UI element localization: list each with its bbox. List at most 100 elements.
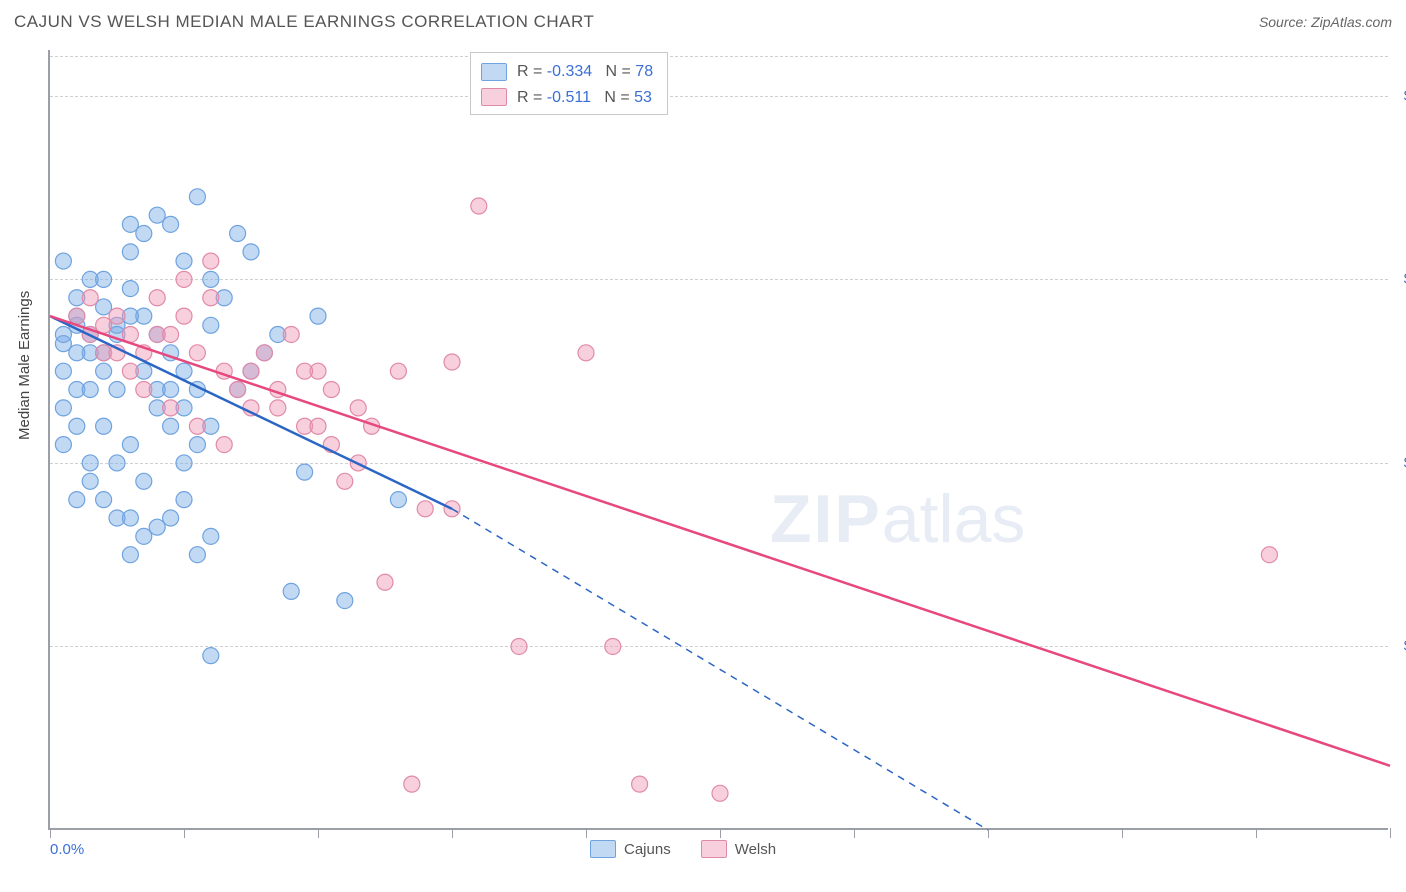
data-point — [176, 271, 192, 287]
data-point — [122, 547, 138, 563]
data-point — [163, 382, 179, 398]
data-point — [189, 345, 205, 361]
stats-text: R = -0.511 N = 53 — [517, 85, 652, 111]
data-point — [69, 308, 85, 324]
data-point — [632, 776, 648, 792]
data-point — [96, 418, 112, 434]
data-point — [390, 492, 406, 508]
x-tick — [452, 828, 453, 838]
x-tick — [184, 828, 185, 838]
data-point — [136, 528, 152, 544]
stats-legend-box: R = -0.334 N = 78R = -0.511 N = 53 — [470, 52, 668, 115]
data-point — [82, 290, 98, 306]
data-point — [122, 216, 138, 232]
data-point — [189, 437, 205, 453]
data-point — [203, 648, 219, 664]
bottom-legend: Cajuns Welsh — [590, 840, 776, 858]
data-point — [109, 455, 125, 471]
data-point — [69, 418, 85, 434]
data-point — [230, 226, 246, 242]
data-point — [176, 492, 192, 508]
data-point — [471, 198, 487, 214]
data-point — [578, 345, 594, 361]
data-point — [256, 345, 272, 361]
data-point — [96, 363, 112, 379]
trend-line-extrapolated — [452, 509, 988, 830]
data-point — [216, 437, 232, 453]
legend-swatch — [701, 840, 727, 858]
data-point — [55, 363, 71, 379]
x-tick — [854, 828, 855, 838]
data-point — [69, 345, 85, 361]
data-point — [122, 510, 138, 526]
plot-frame: ZIPatlas $20,000$40,000$60,000$80,000 0.… — [48, 50, 1388, 830]
data-point — [96, 492, 112, 508]
x-tick — [1256, 828, 1257, 838]
data-point — [243, 363, 259, 379]
data-point — [82, 382, 98, 398]
x-tick — [318, 828, 319, 838]
data-point — [230, 382, 246, 398]
data-point — [55, 437, 71, 453]
x-tick — [720, 828, 721, 838]
data-point — [96, 271, 112, 287]
data-point — [136, 473, 152, 489]
data-point — [55, 326, 71, 342]
data-point — [417, 501, 433, 517]
chart-title: CAJUN VS WELSH MEDIAN MALE EARNINGS CORR… — [14, 12, 594, 32]
x-tick — [586, 828, 587, 838]
data-point — [310, 418, 326, 434]
data-point — [176, 455, 192, 471]
data-point — [122, 437, 138, 453]
data-point — [163, 510, 179, 526]
data-point — [283, 326, 299, 342]
x-tick — [1390, 828, 1391, 838]
x-axis-min-label: 0.0% — [50, 841, 84, 858]
data-point — [444, 354, 460, 370]
scatter-plot — [50, 50, 1388, 828]
data-point — [270, 400, 286, 416]
data-point — [243, 244, 259, 260]
header: CAJUN VS WELSH MEDIAN MALE EARNINGS CORR… — [0, 0, 1406, 44]
data-point — [337, 473, 353, 489]
data-point — [337, 593, 353, 609]
legend-label: Welsh — [735, 841, 776, 858]
data-point — [69, 492, 85, 508]
y-axis-title: Median Male Earnings — [16, 291, 33, 440]
data-point — [203, 271, 219, 287]
data-point — [203, 528, 219, 544]
trend-line — [50, 316, 1390, 766]
data-point — [122, 244, 138, 260]
data-point — [189, 547, 205, 563]
data-point — [122, 281, 138, 297]
data-point — [163, 400, 179, 416]
legend-label: Cajuns — [624, 841, 671, 858]
data-point — [176, 308, 192, 324]
data-point — [163, 216, 179, 232]
data-point — [203, 317, 219, 333]
data-point — [310, 308, 326, 324]
stats-row: R = -0.511 N = 53 — [481, 85, 653, 111]
data-point — [297, 363, 313, 379]
data-point — [163, 326, 179, 342]
data-point — [82, 455, 98, 471]
x-tick — [1122, 828, 1123, 838]
data-point — [189, 418, 205, 434]
data-point — [189, 189, 205, 205]
data-point — [404, 776, 420, 792]
legend-swatch — [481, 63, 507, 81]
data-point — [390, 363, 406, 379]
legend-item: Cajuns — [590, 840, 671, 858]
data-point — [163, 418, 179, 434]
data-point — [1261, 547, 1277, 563]
data-point — [55, 253, 71, 269]
data-point — [605, 638, 621, 654]
data-point — [109, 382, 125, 398]
legend-swatch — [590, 840, 616, 858]
data-point — [511, 638, 527, 654]
stats-row: R = -0.334 N = 78 — [481, 59, 653, 85]
data-point — [149, 290, 165, 306]
legend-swatch — [481, 88, 507, 106]
data-point — [176, 253, 192, 269]
data-point — [712, 785, 728, 801]
